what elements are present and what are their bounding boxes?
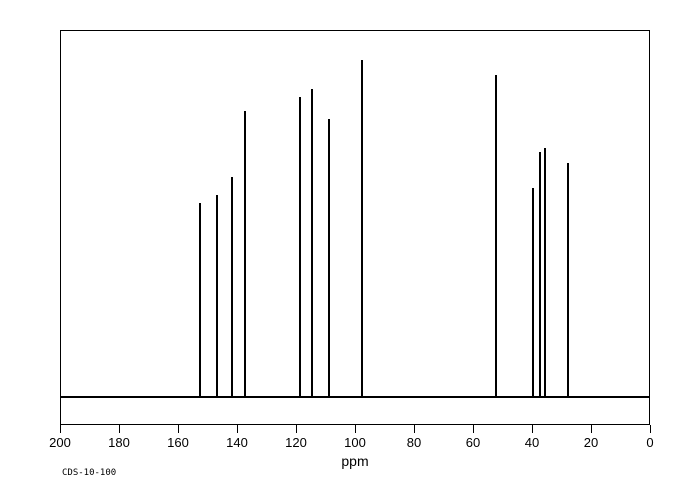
- x-axis-label: ppm: [341, 453, 368, 469]
- x-tick-label: 100: [344, 435, 366, 450]
- peak: [532, 188, 534, 396]
- peak: [567, 163, 569, 397]
- peak: [539, 152, 541, 397]
- x-tick: [355, 425, 356, 433]
- peak: [199, 203, 201, 397]
- x-tick-label: 160: [167, 435, 189, 450]
- peak: [311, 89, 313, 396]
- x-tick: [414, 425, 415, 433]
- x-tick-label: 0: [646, 435, 653, 450]
- x-tick: [178, 425, 179, 433]
- x-tick-label: 180: [108, 435, 130, 450]
- x-tick-label: 120: [285, 435, 307, 450]
- x-tick-label: 40: [525, 435, 539, 450]
- x-tick: [119, 425, 120, 433]
- peak: [216, 195, 218, 396]
- x-tick-label: 60: [466, 435, 480, 450]
- x-tick-label: 80: [407, 435, 421, 450]
- peak: [328, 119, 330, 397]
- x-tick-label: 200: [49, 435, 71, 450]
- x-tick: [60, 425, 61, 433]
- x-tick: [532, 425, 533, 433]
- x-tick: [591, 425, 592, 433]
- peak: [244, 111, 246, 396]
- footer-label: CDS-10-100: [62, 468, 116, 478]
- x-tick: [296, 425, 297, 433]
- x-tick-label: 140: [226, 435, 248, 450]
- peak: [299, 97, 301, 397]
- baseline: [61, 396, 649, 398]
- peak: [495, 75, 497, 397]
- peak: [231, 177, 233, 396]
- x-tick: [237, 425, 238, 433]
- x-tick: [650, 425, 651, 433]
- x-tick-label: 20: [584, 435, 598, 450]
- spectrum-container: ppm CDS-10-100 2001801601401201008060402…: [0, 0, 680, 500]
- plot-area: [60, 30, 650, 425]
- peak: [544, 148, 546, 396]
- peak: [361, 60, 363, 396]
- x-tick: [473, 425, 474, 433]
